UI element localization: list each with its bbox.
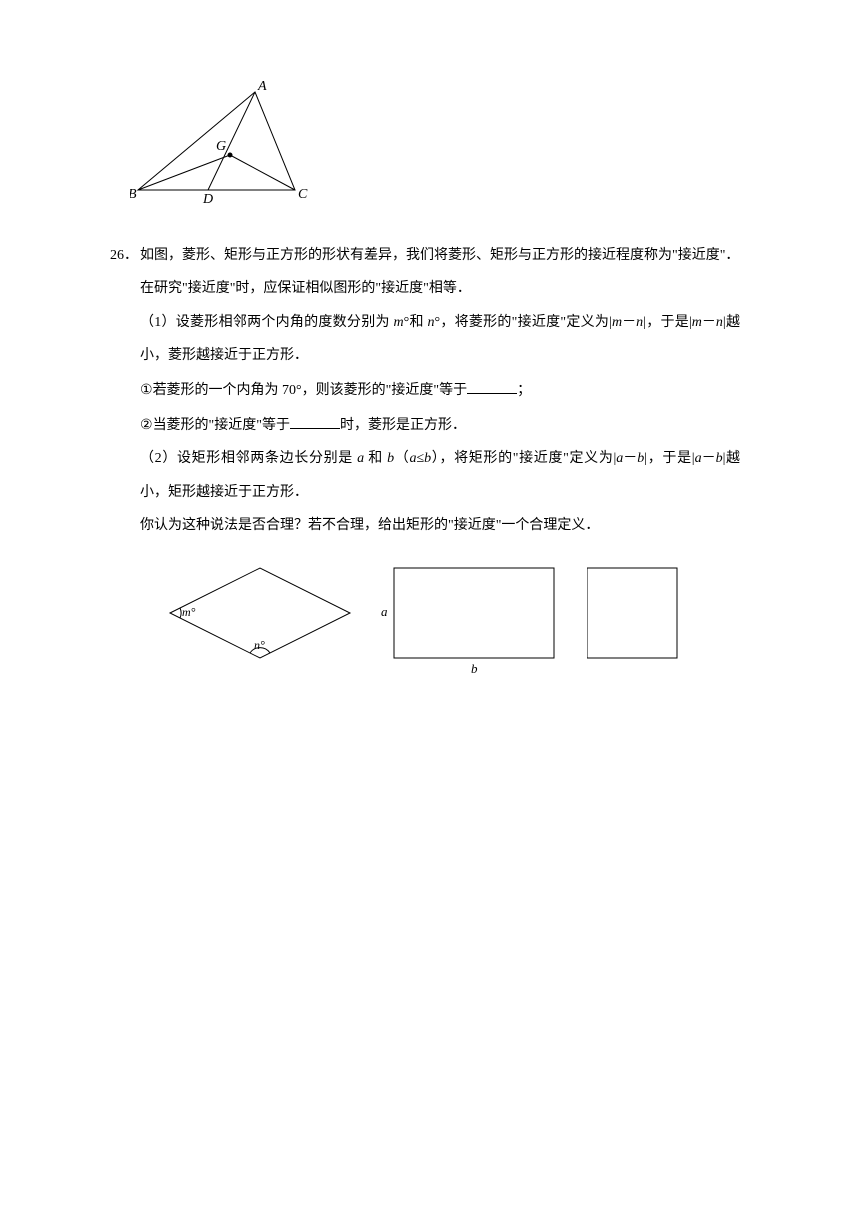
label-a: a	[381, 604, 388, 619]
shapes-row: m° n° a b	[160, 558, 740, 678]
problem-26: 26． 如图，菱形、矩形与正方形的形状有差异，我们将菱形、矩形与正方形的接近程度…	[110, 239, 760, 678]
intro-text: 如图，菱形、矩形与正方形的形状有差异，我们将菱形、矩形与正方形的接近程度称为"接…	[140, 248, 739, 297]
part2: （2）设矩形相邻两条边长分别是 a 和 b（a≤b），将矩形的"接近度"定义为|…	[140, 442, 740, 509]
marker-1: ①	[140, 381, 153, 397]
square-shape	[587, 568, 677, 658]
marker-2: ②	[140, 416, 153, 432]
blank-2	[290, 415, 340, 429]
problem-number: 26．	[110, 239, 140, 273]
label-C: C	[298, 187, 308, 202]
label-b: b	[471, 661, 478, 676]
rect-svg: a b	[379, 558, 559, 678]
square-svg	[587, 558, 687, 678]
problem-body: 如图，菱形、矩形与正方形的形状有差异，我们将菱形、矩形与正方形的接近程度称为"接…	[140, 239, 740, 678]
triangle-diagram: A B C D G	[130, 80, 760, 219]
label-D: D	[202, 192, 213, 205]
part2-question: 你认为这种说法是否合理？若不合理，给出矩形的"接近度"一个合理定义．	[140, 509, 740, 543]
blank-1	[467, 380, 517, 394]
question-1: ①若菱形的一个内角为 70°，则该菱形的"接近度"等于；	[140, 373, 740, 408]
part1: （1）设菱形相邻两个内角的度数分别为 m°和 n°，将菱形的"接近度"定义为|m…	[140, 306, 740, 373]
label-G: G	[216, 139, 226, 154]
label-B: B	[130, 187, 137, 202]
rhombus-svg: m° n°	[160, 558, 360, 678]
arc-m	[180, 608, 181, 618]
question-2: ②当菱形的"接近度"等于时，菱形是正方形．	[140, 408, 740, 443]
point-G-dot	[228, 153, 233, 158]
label-n: n°	[254, 638, 265, 652]
triangle-svg: A B C D G	[130, 80, 310, 205]
rect-shape	[394, 568, 554, 658]
line-GC	[230, 155, 295, 190]
label-A: A	[257, 80, 267, 94]
label-m: m°	[182, 605, 196, 619]
